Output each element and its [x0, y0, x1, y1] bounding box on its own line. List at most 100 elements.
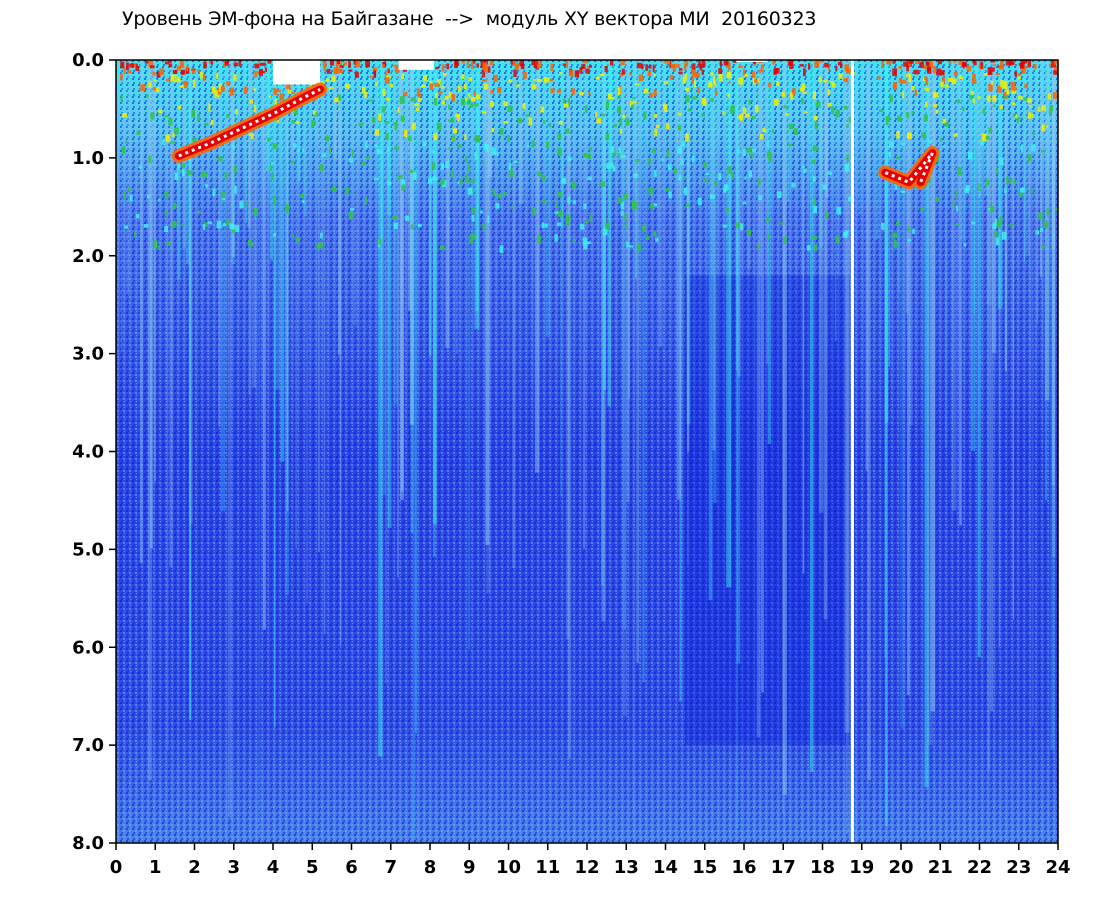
heatmap-cell	[164, 209, 168, 216]
heatmap-streak	[767, 60, 771, 444]
heatmap-cell	[465, 97, 468, 101]
heatmap-cell	[801, 97, 804, 105]
heatmap-cell	[192, 79, 196, 88]
heatmap-streak	[607, 60, 611, 407]
heatmap-cell	[744, 176, 747, 180]
heatmap-cell	[482, 69, 486, 78]
heatmap-streak	[565, 60, 570, 639]
heatmap-cell	[471, 207, 476, 213]
heatmap-cell	[212, 188, 216, 197]
heatmap-cell	[804, 111, 808, 114]
heatmap-cell	[248, 242, 254, 247]
heatmap-cell	[199, 71, 203, 79]
heatmap-cell	[187, 170, 193, 176]
heatmap-cell	[912, 228, 915, 234]
heatmap-streak	[687, 60, 690, 452]
heatmap-streak	[601, 60, 604, 586]
heatmap-cell	[920, 207, 925, 212]
heatmap-cell	[253, 88, 257, 91]
heatmap-cell	[605, 133, 610, 140]
heatmap-cell	[685, 94, 690, 103]
heatmap-cell	[648, 64, 652, 69]
heatmap-cell	[878, 76, 881, 80]
heatmap-cell	[703, 161, 707, 168]
heatmap-cell	[967, 151, 973, 160]
heatmap-streak	[782, 60, 787, 795]
heatmap-cell	[480, 210, 483, 214]
heatmap-cell	[666, 123, 670, 130]
heatmap-cell	[484, 143, 489, 147]
heatmap-cell	[633, 101, 637, 104]
heatmap-cell	[329, 60, 334, 66]
heatmap-cell	[179, 60, 185, 68]
heatmap-cell	[378, 113, 381, 121]
heatmap-cell	[136, 130, 141, 136]
heatmap-cell	[758, 195, 763, 201]
heatmap-streak	[485, 60, 490, 545]
heatmap-cell	[429, 81, 433, 85]
heatmap-cell	[223, 60, 226, 68]
heatmap-cell	[361, 86, 365, 93]
heatmap-streak	[802, 60, 805, 574]
heatmap-cell	[622, 114, 625, 119]
heatmap-cell	[923, 64, 927, 70]
heatmap-cell	[898, 78, 902, 84]
heatmap-cell	[813, 244, 818, 251]
heatmap-cell	[202, 74, 206, 81]
heatmap-cell	[203, 61, 207, 69]
heatmap-cell	[942, 76, 946, 83]
heatmap-cell	[483, 60, 488, 65]
heatmap-cell	[972, 98, 975, 104]
heatmap-cell	[907, 132, 911, 139]
heatmap-cell	[496, 151, 499, 156]
heatmap-cell	[468, 93, 471, 99]
heatmap-cell	[335, 61, 339, 68]
heatmap-gap	[398, 60, 434, 70]
y-tick-label: 8.0	[72, 833, 104, 854]
heatmap-streak	[382, 60, 387, 495]
heatmap-cell	[1012, 113, 1016, 117]
heatmap-cell	[744, 113, 750, 118]
heatmap-cell	[819, 60, 823, 63]
heatmap-cell	[812, 176, 816, 182]
heatmap-cell	[582, 60, 588, 64]
heatmap-cell	[991, 80, 994, 85]
heatmap-cell	[1016, 117, 1019, 124]
heatmap-streak	[834, 60, 837, 342]
heatmap-cell	[164, 115, 169, 118]
heatmap-cell	[428, 178, 433, 184]
heatmap-cell	[785, 113, 790, 116]
y-tick-label: 2.0	[72, 246, 104, 267]
heatmap-streak	[930, 60, 936, 712]
heatmap-cell	[122, 112, 128, 118]
heatmap-cell	[274, 98, 278, 106]
heatmap-cell	[446, 63, 450, 70]
heatmap-cell	[450, 170, 454, 177]
heatmap-cell	[473, 103, 479, 107]
heatmap-cell	[166, 241, 171, 246]
heatmap-cell	[606, 162, 611, 169]
heatmap-cell	[123, 67, 126, 74]
heatmap-cell	[800, 64, 805, 67]
heatmap-cell	[815, 101, 821, 108]
heatmap-cell	[831, 82, 836, 88]
heatmap-cell	[220, 192, 225, 199]
heatmap-cell	[737, 115, 742, 119]
x-tick-label: 22	[967, 857, 992, 878]
heatmap-cell	[698, 60, 701, 68]
heatmap-cell	[643, 111, 647, 120]
heatmap-cell	[986, 95, 991, 102]
heatmap-cell	[172, 132, 175, 138]
x-tick-label: 23	[1006, 857, 1031, 878]
heatmap-cell	[535, 66, 539, 70]
heatmap-cell	[957, 167, 962, 176]
heatmap-cell	[417, 223, 422, 227]
heatmap-cell	[827, 102, 832, 107]
heatmap-cell	[208, 103, 211, 112]
heatmap-cell	[232, 230, 236, 233]
heatmap-cell	[544, 223, 548, 228]
heatmap-cell	[162, 138, 165, 146]
heatmap-cell	[758, 69, 762, 74]
heatmap-cell	[271, 173, 274, 180]
heatmap-cell	[368, 99, 374, 102]
